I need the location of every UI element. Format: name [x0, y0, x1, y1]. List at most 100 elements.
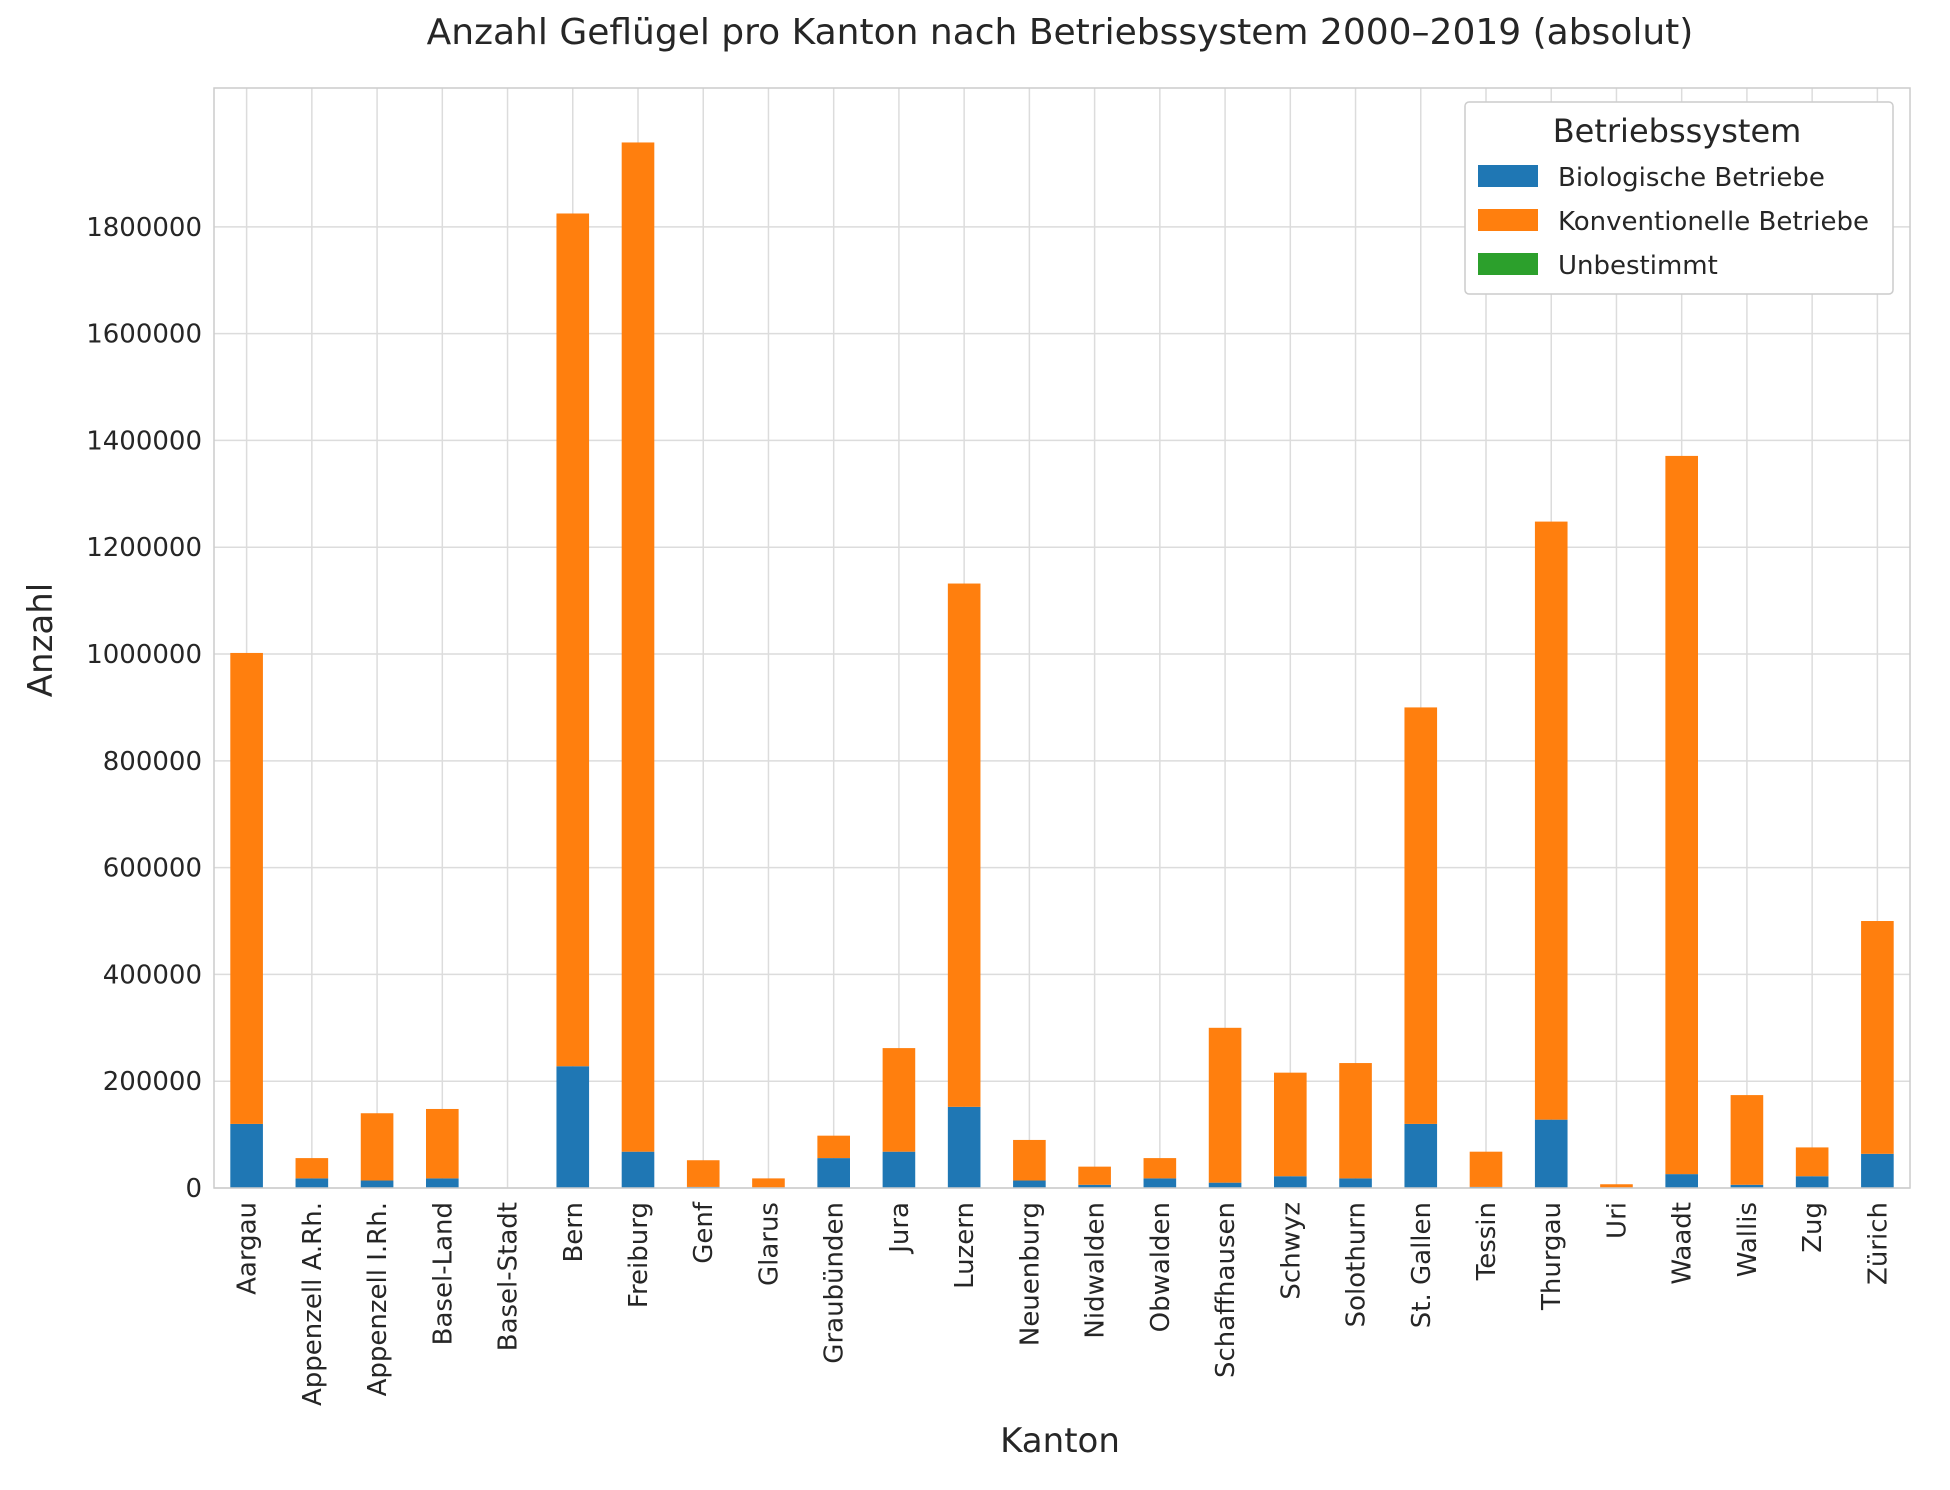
bar-segment [1404, 707, 1438, 1124]
bar-segment [426, 1178, 459, 1188]
bar-segment [1339, 1063, 1372, 1179]
x-tick-label: Jura [885, 1202, 915, 1255]
bar-segment [817, 1158, 850, 1188]
x-tick-label: St. Gallen [1407, 1202, 1437, 1328]
x-tick-label: Zug [1798, 1202, 1828, 1253]
legend-swatch [1478, 209, 1538, 231]
bar-segment [426, 1108, 459, 1179]
bar-segment [1274, 1176, 1307, 1188]
bar-segment [621, 142, 655, 1152]
bars [230, 142, 1894, 1188]
bar-segment [360, 1113, 394, 1181]
x-tick-label: Uri [1602, 1202, 1632, 1239]
y-tick-label: 1200000 [86, 533, 202, 563]
bar-segment [1730, 1095, 1764, 1185]
bar-segment [1534, 1119, 1568, 1188]
x-tick-label: Waadt [1668, 1202, 1698, 1285]
legend-label: Konventionelle Betriebe [1558, 207, 1869, 237]
legend-box [1464, 101, 1894, 295]
bar-segment [1861, 1153, 1894, 1188]
bar-segment [1208, 1027, 1242, 1183]
x-tick-label: Luzern [950, 1202, 980, 1289]
x-tick-label: Appenzell I.Rh. [363, 1202, 393, 1396]
y-tick-label: 600000 [103, 854, 202, 884]
bar-segment [947, 1106, 981, 1188]
bar-segment [1730, 1184, 1764, 1188]
x-tick-label: Obwalden [1146, 1202, 1176, 1332]
legend-label: Unbestimmt [1558, 251, 1718, 281]
x-tick-label: Neuenburg [1015, 1202, 1045, 1346]
bar-segment [230, 1123, 263, 1188]
bar-segment [1795, 1176, 1829, 1188]
bar-segment [556, 1066, 590, 1188]
plot-frame [213, 87, 1911, 1189]
bar-segment [295, 1178, 329, 1188]
bar-segment [1404, 1123, 1438, 1188]
x-tick-label: Thurgau [1537, 1202, 1567, 1311]
y-tick-label: 1400000 [86, 426, 202, 456]
x-tick-label: Solothurn [1342, 1202, 1372, 1327]
bar-segment [1795, 1147, 1829, 1177]
legend-title: Betriebssystem [1553, 112, 1802, 150]
y-axis-label: Anzahl [21, 583, 61, 697]
x-tick-label: Graubünden [820, 1202, 850, 1364]
bar-segment [686, 1160, 720, 1187]
x-tick-label: Bern [559, 1202, 589, 1263]
y-tick-label: 0 [185, 1174, 202, 1204]
x-tick-label: Genf [689, 1201, 719, 1264]
bar-segment [1665, 455, 1698, 1175]
bar-segment [621, 1151, 655, 1188]
bar-segment [1013, 1180, 1046, 1188]
chart-title: Anzahl Geflügel pro Kanton nach Betriebs… [427, 12, 1694, 53]
x-tick-label: Schaffhausen [1211, 1202, 1241, 1378]
x-tick-label: Basel-Stadt [494, 1202, 524, 1351]
y-tick-label: 200000 [103, 1067, 202, 1097]
y-tick-label: 400000 [103, 960, 202, 990]
bar-segment [1078, 1184, 1111, 1188]
bar-segment [1143, 1178, 1177, 1188]
bar-segment [295, 1158, 329, 1179]
legend-items: Biologische Betriebe Konventionelle Betri… [1478, 163, 1869, 281]
bar-segment [817, 1135, 850, 1159]
bar-segment [1469, 1151, 1503, 1187]
bar-segment [947, 583, 981, 1107]
bar-segment [1665, 1174, 1698, 1188]
x-tick-label: Basel-Land [428, 1202, 458, 1345]
x-tick-label: Appenzell A.Rh. [298, 1202, 328, 1406]
x-tick-label: Tessin [1472, 1202, 1502, 1281]
bar-segment [556, 213, 590, 1067]
bar-segment [1534, 521, 1568, 1120]
bar-segment [1143, 1158, 1177, 1179]
legend-swatch [1478, 165, 1538, 187]
x-tick-label: Wallis [1733, 1202, 1763, 1277]
x-tick-label: Aargau [233, 1202, 263, 1295]
x-axis-label: Kanton [1000, 1421, 1120, 1461]
bar-segment [1013, 1139, 1046, 1181]
legend: Betriebssystem Biologische Betriebe Konve… [1464, 101, 1894, 295]
y-tick-label: 1600000 [86, 320, 202, 350]
y-axis-ticks: 0 200000 400000 600000 800000 1000000 1200000 1… [86, 213, 202, 1204]
y-tick-label: 1800000 [86, 213, 202, 243]
bar-segment [360, 1180, 394, 1188]
bar-segment [1208, 1182, 1242, 1188]
bar-segment [1861, 921, 1894, 1154]
y-tick-label: 1000000 [86, 640, 202, 670]
x-tick-label: Zürich [1863, 1202, 1893, 1285]
bar-segment [882, 1151, 916, 1188]
bar-segment [1600, 1184, 1633, 1188]
x-tick-label: Glarus [754, 1202, 784, 1286]
legend-label: Biologische Betriebe [1558, 163, 1825, 193]
x-axis-ticks: Aargau Appenzell A.Rh. Appenzell I.Rh. Base… [233, 1201, 1894, 1406]
legend-swatch [1478, 253, 1538, 275]
bar-segment [752, 1178, 785, 1188]
bar-segment [230, 652, 263, 1124]
x-tick-label: Nidwalden [1081, 1202, 1111, 1339]
bar-segment [1274, 1072, 1307, 1177]
bar-segment [882, 1048, 916, 1152]
bar-segment [1339, 1178, 1372, 1188]
bar-segment [1078, 1166, 1111, 1185]
x-tick-label: Freiburg [624, 1202, 654, 1308]
x-tick-label: Schwyz [1276, 1202, 1306, 1300]
